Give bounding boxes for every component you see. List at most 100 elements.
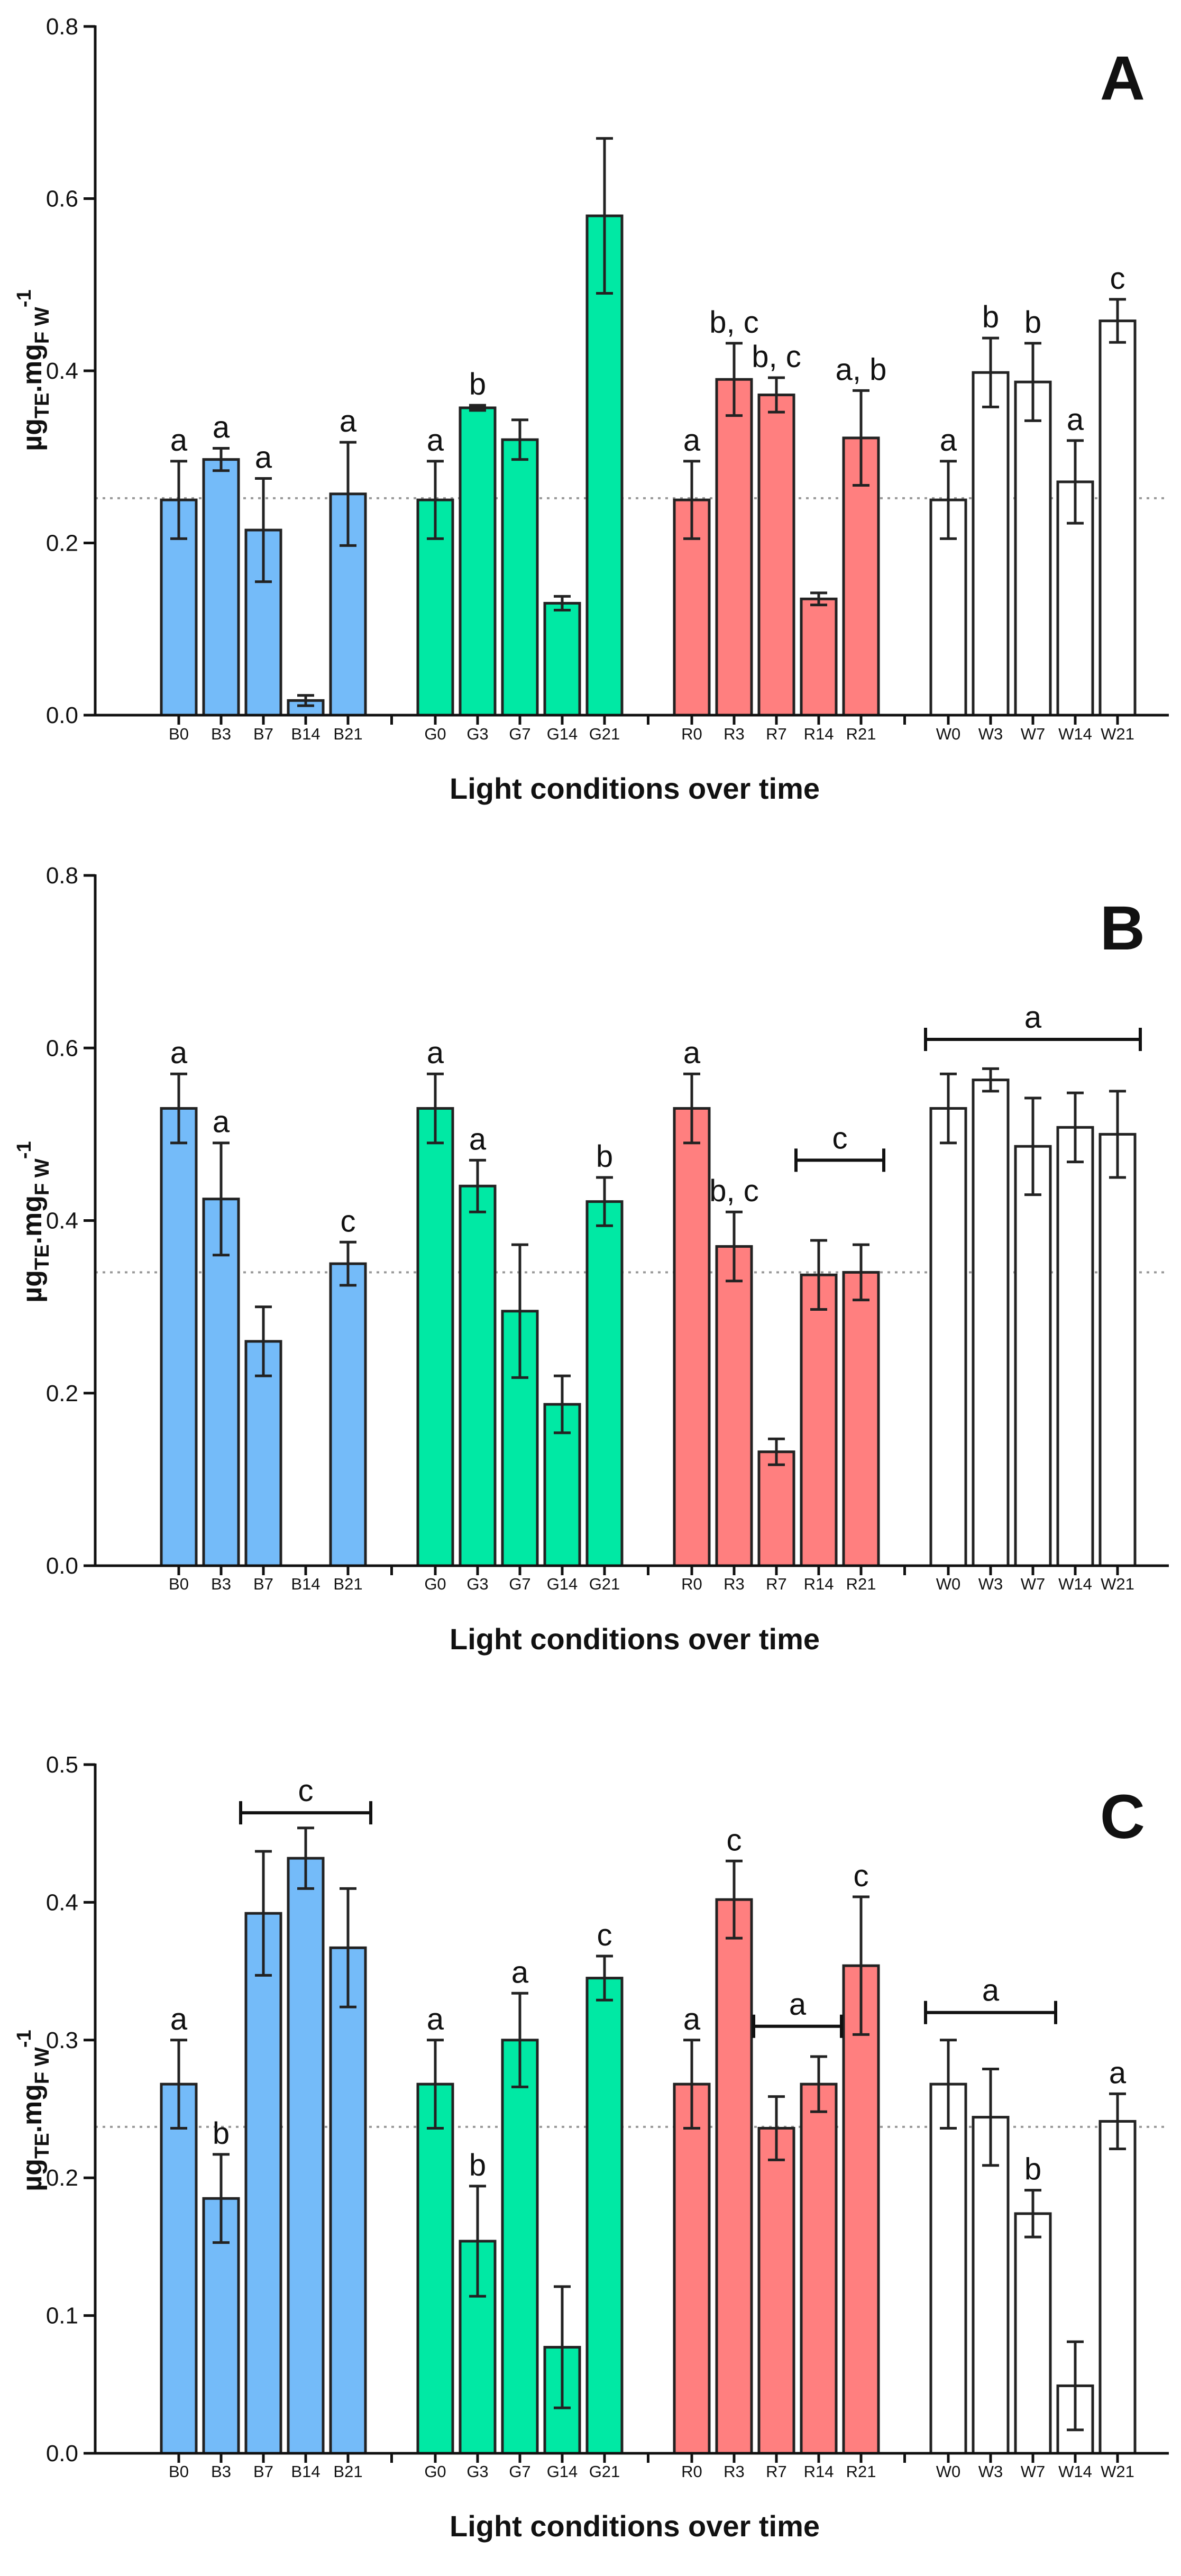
y-tick-label: 0.5 [46, 1752, 78, 1778]
y-tick-label: 0.0 [46, 1553, 78, 1579]
significance-letter: a [940, 423, 957, 458]
y-tick-label: 0.8 [46, 863, 78, 889]
significance-letter: a [1109, 2056, 1127, 2090]
x-tick-label: W21 [1101, 2462, 1134, 2481]
significance-letter: a [213, 1105, 230, 1139]
bar-g7 [501, 2039, 539, 2455]
x-tick-label: B21 [333, 1575, 362, 1593]
x-tick-label: W14 [1058, 2462, 1092, 2481]
y-tick-label: 0.2 [46, 531, 78, 556]
x-tick-label: G21 [589, 1575, 620, 1593]
significance-letter: c [854, 1859, 869, 1893]
x-tick-label: B0 [169, 1575, 189, 1593]
x-tick-label: W0 [936, 2462, 961, 2481]
x-tick-label: G14 [547, 1575, 578, 1593]
bar-g7 [501, 438, 539, 717]
y-axis-label-part: TE [31, 2133, 53, 2159]
x-tick-label: W14 [1058, 725, 1092, 743]
significance-letter: a [427, 423, 444, 458]
significance-letter: a [511, 1955, 529, 1989]
y-tick-label: 0.6 [46, 1035, 78, 1061]
significance-letter: a [1067, 403, 1084, 437]
bar-w21 [1098, 2120, 1137, 2455]
x-tick-label: R14 [804, 725, 834, 743]
bar-w3 [972, 1079, 1010, 1567]
significance-letter: c [597, 1918, 612, 1952]
significance-letter: b [469, 367, 486, 401]
x-tick-label: G3 [466, 725, 488, 743]
significance-letter: a [170, 1036, 188, 1070]
x-tick-label: G7 [509, 725, 530, 743]
x-axis-label: Light conditions over time [450, 2509, 820, 2543]
y-tick-label: 0.0 [46, 2441, 78, 2467]
significance-letter: b [1024, 2152, 1041, 2187]
bar-g21 [585, 1200, 624, 1567]
x-axis-label: Light conditions over time [450, 772, 820, 805]
x-tick-label: G3 [466, 2462, 488, 2481]
x-tick-label: G3 [466, 1575, 488, 1593]
y-tick-label: 0.4 [46, 358, 78, 384]
significance-letter: a [427, 2002, 444, 2036]
x-tick-label: W7 [1021, 1575, 1046, 1593]
x-tick-label: G14 [547, 725, 578, 743]
y-axis-label-part: F W [31, 307, 53, 344]
x-tick-label: R0 [681, 725, 702, 743]
bar-r21 [842, 1271, 880, 1567]
bracket-label: c [298, 1774, 314, 1808]
significance-letter: b [213, 2116, 230, 2151]
bar-g3 [459, 406, 497, 717]
significance-letter: c [1110, 261, 1125, 296]
x-tick-label: B14 [291, 2462, 320, 2481]
bar-g3 [459, 1184, 497, 1567]
x-tick-label: W7 [1021, 2462, 1046, 2481]
bar-g14 [543, 601, 581, 717]
y-tick-label: 0.3 [46, 2027, 78, 2053]
y-tick-label: 0.2 [46, 2165, 78, 2191]
y-axis-label-part: µg [17, 2159, 48, 2191]
bar-r14 [800, 1273, 838, 1567]
significance-letter: a [340, 404, 357, 439]
bar-r21 [842, 1964, 880, 2455]
y-axis-label-part: -1 [13, 2030, 35, 2048]
bar-w3 [972, 371, 1010, 717]
x-tick-label: B3 [211, 725, 231, 743]
bracket-label: a [1024, 1000, 1042, 1035]
x-tick-label: R14 [804, 1575, 834, 1593]
y-axis-label-part: TE [31, 1244, 53, 1270]
bar-b0 [160, 1107, 198, 1567]
significance-letter: a [213, 410, 230, 444]
y-tick-label: 0.1 [46, 2303, 78, 2329]
significance-letter: a [683, 423, 701, 458]
panel-letter: B [1100, 893, 1145, 963]
bar-r3 [715, 1245, 753, 1567]
y-tick-label: 0.4 [46, 1889, 78, 1915]
bar-r7 [757, 1450, 795, 1567]
bar-w0 [929, 2082, 967, 2455]
y-tick-label: 0.6 [46, 186, 78, 212]
bracket-label: a [789, 1987, 807, 2022]
bar-r0 [673, 2082, 711, 2455]
bar-b21 [329, 1946, 367, 2455]
x-tick-label: W3 [978, 725, 1003, 743]
x-tick-label: R0 [681, 2462, 702, 2481]
y-axis-label-part: µg [17, 1270, 48, 1303]
x-tick-label: W7 [1021, 725, 1046, 743]
bar-r3 [715, 378, 753, 717]
x-tick-label: G0 [424, 1575, 446, 1593]
significance-letter: b, c [709, 305, 759, 340]
significance-letter: b, c [709, 1174, 759, 1208]
panel-a: 0.0 0.2 0.4 0.6 0.8 a B0 a B3 a B7 B14 a B21 a G0 b G3 G7 G… [13, 14, 1169, 805]
y-axis-label-part: µg [17, 418, 48, 451]
bar-g21 [585, 1977, 624, 2455]
bar-r7 [757, 394, 795, 717]
x-axis-label: Light conditions over time [450, 1622, 820, 1656]
x-tick-label: W0 [936, 1575, 961, 1593]
significance-letter: a, b [836, 352, 887, 387]
panel-letter: A [1100, 43, 1145, 113]
bar-w7 [1014, 2212, 1052, 2455]
y-axis-label: µgTE.mgF W-1 [13, 289, 53, 451]
x-tick-label: W0 [936, 725, 961, 743]
y-axis-label-part: .mg [17, 344, 48, 392]
significance-letter: b [469, 2148, 486, 2182]
